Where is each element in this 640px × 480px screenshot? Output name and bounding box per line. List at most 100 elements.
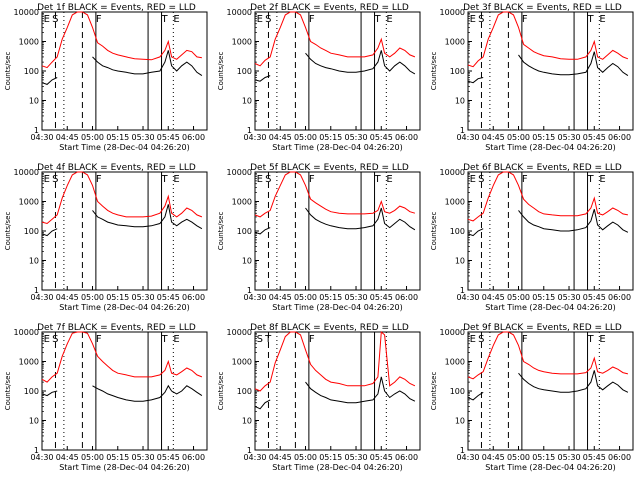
x-tick-label: 05:45 [583,133,606,142]
x-tick-label: 05:00 [81,453,104,462]
marker-letter: E [44,174,50,185]
x-tick-label: 05:00 [294,453,317,462]
x-axis-label: Start Time (28-Dec-04 04:26:20) [272,303,403,312]
x-tick-label: 05:30 [344,453,367,462]
panel-2: Det 2f BLACK = Events, RED = LLD 1 10 100 10… [217,3,421,152]
x-tick-label: 04:30 [30,133,53,142]
marker-letter: F [96,174,102,185]
x-tick-label: 05:15 [319,133,342,142]
panel-title: Det 3f BLACK = Events, RED = LLD [463,3,622,13]
marker-letter: F [309,174,315,185]
y-tick-label: 10 [455,257,465,266]
x-tick-label: 05:30 [131,453,154,462]
marker-letter: F [96,14,102,25]
marker-letter: T [587,14,595,25]
marker-letter: S [265,174,271,185]
y-tick-label: 1 [34,446,39,455]
marker-letter: E [44,334,50,345]
events-series-line [467,370,629,401]
y-axis-label: Counts/sec [4,372,12,411]
y-tick-label: 10 [29,257,39,266]
x-tick-label: 05:00 [81,293,104,302]
y-tick-label: 100 [450,227,465,236]
y-tick-label: 100 [450,67,465,76]
marker-letter: F [522,14,528,25]
plot-frame [254,171,421,291]
x-tick-label: 05:45 [157,453,180,462]
marker-letter: S [265,14,271,25]
x-tick-label: 06:00 [182,133,205,142]
panel-title: Det 5f BLACK = Events, RED = LLD [250,163,409,173]
x-axis-label: Start Time (28-Dec-04 04:26:20) [485,463,616,472]
y-tick-label: 1000 [445,38,465,47]
x-tick-label: 04:45 [482,453,505,462]
x-tick-label: 05:45 [157,293,180,302]
y-tick-label: 1 [247,286,252,295]
y-tick-label: 1000 [19,198,39,207]
x-tick-label: 04:45 [269,293,292,302]
y-tick-label: 10 [242,417,252,426]
x-tick-label: 05:15 [532,133,555,142]
lld-series-line [254,330,416,392]
x-tick-label: 04:45 [482,293,505,302]
marker-letter: F [309,14,315,25]
x-tick-label: 05:00 [294,293,317,302]
x-axis-label: Start Time (28-Dec-04 04:26:20) [59,463,190,472]
marker-letter: E [599,174,605,185]
lld-series-line [41,11,202,69]
y-tick-label: 10000 [440,328,465,337]
x-axis-label: Start Time (28-Dec-04 04:26:20) [272,463,403,472]
x-tick-label: 05:30 [557,453,580,462]
x-tick-label: 04:45 [482,133,505,142]
x-tick-label: 05:45 [370,293,393,302]
y-tick-label: 100 [450,387,465,396]
marker-letter: F [96,334,102,345]
marker-letter: T [264,334,272,345]
x-axis-label: Start Time (28-Dec-04 04:26:20) [59,303,190,312]
x-tick-label: 05:45 [583,453,606,462]
y-tick-label: 10000 [440,8,465,17]
marker-letter: E [257,174,263,185]
marker-letter: T [161,14,169,25]
panel-7: Det 7f BLACK = Events, RED = LLD 1 10 100 10… [4,323,208,472]
x-tick-label: 05:45 [370,453,393,462]
lld-series-line [254,171,416,218]
panel-title: Det 2f BLACK = Events, RED = LLD [250,3,409,13]
y-tick-label: 10000 [14,8,39,17]
plot-frame [467,171,634,291]
events-series-line [41,50,203,85]
panel-9: Det 9f BLACK = Events, RED = LLD 1 10 100 10… [430,323,634,472]
x-tick-label: 04:30 [243,453,266,462]
y-tick-label: 10 [29,417,39,426]
x-tick-label: 04:45 [269,133,292,142]
y-axis-label: Counts/sec [217,52,225,91]
x-tick-label: 05:30 [131,293,154,302]
x-tick-label: 05:15 [319,453,342,462]
x-tick-label: 05:45 [157,133,180,142]
x-tick-label: 06:00 [395,453,418,462]
y-tick-label: 1000 [19,358,39,367]
marker-letter: E [173,14,179,25]
x-tick-label: 05:30 [557,293,580,302]
x-tick-label: 05:15 [106,293,129,302]
marker-letter: S [478,174,484,185]
y-tick-label: 100 [237,67,252,76]
marker-letter: E [386,14,392,25]
x-tick-label: 05:15 [106,453,129,462]
plot-frame [41,171,208,291]
x-tick-label: 05:00 [81,133,104,142]
marker-letter: E [44,14,50,25]
x-tick-label: 05:30 [557,133,580,142]
marker-letter: F [309,334,315,345]
x-tick-label: 05:15 [106,133,129,142]
x-tick-label: 04:45 [56,453,79,462]
x-tick-label: 06:00 [395,133,418,142]
x-tick-label: 05:45 [583,293,606,302]
marker-letter: E [599,14,605,25]
y-axis-label: Counts/sec [217,212,225,251]
panel-title: Det 9f BLACK = Events, RED = LLD [463,323,622,333]
x-tick-label: 04:30 [456,453,479,462]
events-series-line [467,51,629,84]
x-tick-label: 04:30 [30,293,53,302]
x-tick-label: 06:00 [608,133,631,142]
